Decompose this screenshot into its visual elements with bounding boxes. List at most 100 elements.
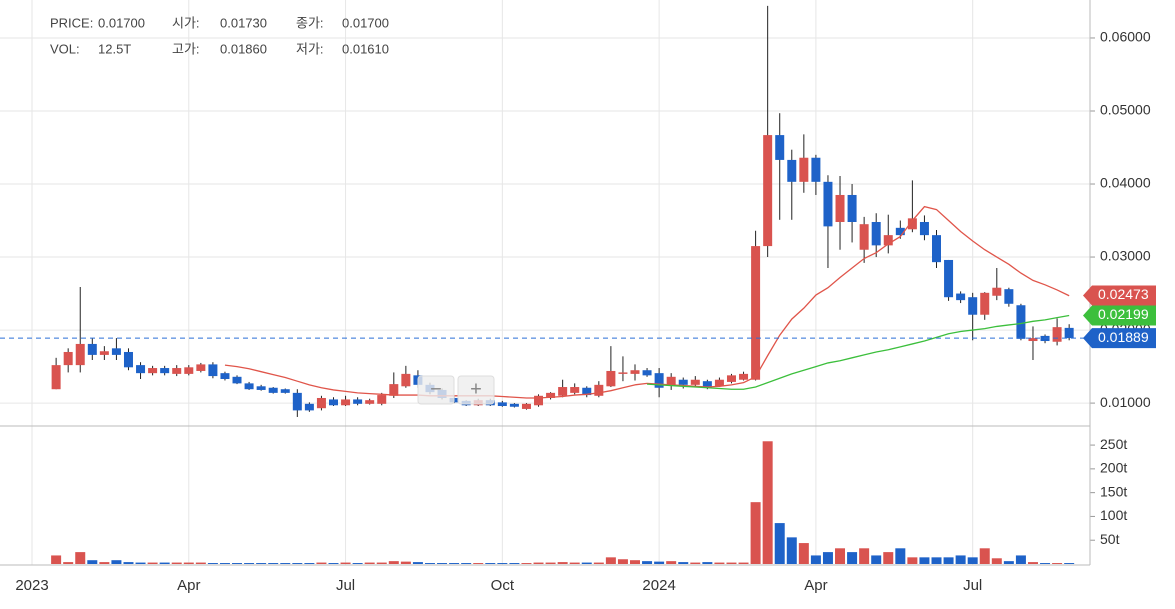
y-tick-label: 0.05000 — [1100, 102, 1151, 118]
volume-bar — [979, 548, 990, 564]
volume-bar — [654, 561, 665, 564]
volume-bar — [304, 563, 315, 564]
zoom-in-button[interactable] — [457, 375, 495, 405]
candle-body — [570, 387, 580, 393]
candle-body — [256, 386, 266, 390]
volume-bar — [726, 562, 737, 564]
volume-bar — [1052, 563, 1063, 564]
candle-body — [726, 375, 736, 382]
volume-bar — [171, 562, 182, 564]
price-label-box — [1083, 305, 1156, 326]
candle-body — [148, 368, 158, 374]
volume-bar — [99, 562, 110, 564]
volume-bar — [835, 548, 846, 564]
volume-bar — [859, 548, 870, 564]
volume-bar — [1003, 561, 1014, 564]
header: PRICE: 0.01700 시가: 0.01730 종가: 0.01700 V… — [50, 15, 389, 56]
volume-bar — [449, 563, 460, 564]
candle-body — [932, 235, 941, 263]
volume-bar — [557, 562, 568, 564]
moving-average-line — [224, 205, 1070, 399]
candle-body — [1016, 305, 1026, 339]
volume-bar — [786, 537, 797, 564]
volume-bar — [485, 563, 496, 564]
candle-body — [196, 364, 206, 371]
candle-body — [353, 399, 363, 404]
candle-body — [184, 367, 194, 374]
price-label: 0.02473 — [1098, 286, 1149, 302]
candle-body — [401, 373, 411, 387]
price-label: 0.02199 — [1098, 306, 1149, 322]
candle-body — [847, 194, 857, 222]
candle-body — [956, 293, 966, 301]
candle-body — [329, 399, 338, 406]
price-label: 0.01889 — [1098, 329, 1149, 345]
header-value: 0.01700 — [342, 15, 389, 30]
volume-bar — [967, 557, 978, 564]
candle-body — [895, 227, 905, 236]
candle-body — [1064, 327, 1074, 339]
volume-bar — [219, 563, 230, 564]
candle-body — [811, 157, 821, 182]
candle-body — [111, 348, 121, 355]
volume-bar — [497, 563, 508, 564]
volume-bar — [702, 562, 713, 564]
grid-layer — [0, 0, 1095, 565]
volume-bar — [256, 563, 267, 564]
volume-tick-label: 50t — [1100, 531, 1120, 547]
candle-body — [172, 368, 182, 374]
volume-bar — [955, 555, 966, 564]
header-value: 12.5T — [98, 41, 131, 56]
x-tick-label: Apr — [177, 577, 200, 594]
x-tick-label: Jul — [963, 577, 982, 594]
candle-body — [534, 395, 544, 406]
candle-body — [944, 259, 954, 298]
candle-body — [509, 403, 519, 407]
candle-body — [1028, 338, 1038, 342]
volume-bar — [642, 561, 653, 564]
volume-bar — [521, 563, 532, 564]
volume-bar — [232, 563, 243, 564]
candle-body — [365, 400, 375, 404]
candle-body — [280, 389, 290, 393]
candle-body — [136, 365, 146, 374]
volume-tick-label: 200t — [1100, 460, 1127, 476]
zoom-out-button[interactable] — [417, 375, 455, 405]
candle-body — [763, 135, 773, 247]
volume-bar — [509, 563, 520, 564]
header-value: 0.01610 — [342, 41, 389, 56]
zoom-controls: − + — [417, 375, 495, 405]
candle-body — [980, 292, 990, 315]
candle-body — [521, 403, 531, 409]
volume-bar — [1015, 555, 1026, 564]
volume-bar — [364, 562, 375, 564]
volume-bar — [895, 548, 906, 564]
candle-body — [992, 287, 1002, 296]
volume-bar — [690, 562, 701, 564]
candle-body — [316, 397, 326, 409]
volume-bar — [437, 563, 448, 564]
candle-body — [618, 372, 628, 374]
volume-bar — [424, 563, 435, 564]
y-tick-label: 0.03000 — [1100, 248, 1151, 264]
volume-bar — [461, 563, 472, 564]
candle-body — [751, 246, 761, 380]
volume-bar — [400, 561, 411, 564]
volume-bar — [352, 563, 363, 564]
candle-body — [123, 351, 133, 368]
volume-bar — [1027, 562, 1038, 564]
volume-bar — [605, 557, 616, 564]
volume-bar — [340, 562, 351, 564]
volume-tick-label: 150t — [1100, 483, 1127, 499]
volume-bar — [244, 563, 255, 564]
volume-bar — [388, 561, 399, 564]
candle-body — [63, 351, 73, 366]
header-key: PRICE: — [50, 15, 93, 30]
volume-bar — [111, 560, 122, 564]
candle-body — [739, 373, 749, 380]
volume-bar — [883, 552, 894, 564]
candle-body — [787, 159, 797, 182]
volume-bar — [919, 557, 930, 564]
volume-bar — [75, 552, 86, 564]
candle-body — [799, 157, 809, 182]
